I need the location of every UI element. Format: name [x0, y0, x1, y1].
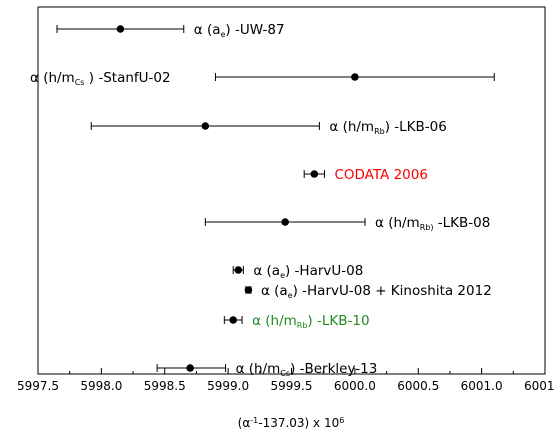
point-label-subscript: Cs: [75, 78, 85, 87]
point-label-text: -LKB-08: [433, 215, 490, 231]
plot-marks: α (ae) -UW-87α (h/mCs ) -StanfU-02α (h/m…: [30, 22, 495, 378]
data-point: [116, 25, 125, 33]
x-tick-label: 5997.5: [17, 379, 59, 393]
data-point: [310, 170, 319, 178]
data-point: [186, 364, 194, 372]
point-label-subscript: Rb: [374, 127, 385, 136]
x-axis-label-superscript: 6: [339, 416, 344, 425]
x-tick-label: 6001.5: [524, 379, 555, 393]
x-axis-label-text: -137.03) x 10: [258, 416, 339, 430]
data-point: [281, 218, 289, 226]
point-label-text: ) -UW-87: [225, 22, 284, 38]
data-point: [234, 266, 243, 274]
x-axis-label-text: (α: [238, 416, 251, 430]
point-label-subscript: e: [288, 291, 293, 300]
point-label-text: α (h/m: [252, 313, 297, 329]
point-label-text: α (h/m: [236, 361, 281, 377]
point-label: α (ae) -HarvU-08 + Kinoshita 2012: [261, 283, 492, 300]
point-label-text: α (h/m: [30, 70, 75, 86]
point-label-text: ) -LKB-10: [307, 313, 369, 329]
point-label-text: ) -LKB-06: [385, 119, 447, 135]
data-point: [351, 73, 359, 81]
point-label-text: α (h/m: [375, 215, 420, 231]
x-axis-label-superscript: -1: [250, 416, 258, 425]
point-label: α (h/mRb) -LKB-10: [252, 313, 369, 330]
x-tick-label: 5999.0: [207, 379, 249, 393]
point-label: α (h/mRb) -LKB-06: [329, 119, 446, 136]
point-label-subscript: e: [280, 271, 285, 280]
point-label-text: ) -HarvU-08 + Kinoshita 2012: [293, 283, 492, 299]
point-label-text: α (a: [261, 283, 288, 299]
point-label-text: ) -StanfU-02: [84, 70, 170, 86]
point-label-subscript: e: [220, 30, 225, 39]
x-tick-label: 6001.0: [461, 379, 503, 393]
point-label-text: α (a: [194, 22, 221, 38]
point-label: α (ae) -UW-87: [194, 22, 285, 39]
point-label: α (h/mCs) -Berkley-13: [236, 361, 378, 378]
point-label-text: α (h/m: [329, 119, 374, 135]
point-label: α (h/mCs ) -StanfU-02: [30, 70, 171, 87]
data-point: [229, 316, 237, 324]
data-point: [201, 122, 210, 130]
point-label-subscript: Cs: [280, 369, 290, 378]
data-point: [244, 286, 253, 294]
x-tick-label: 6000.0: [334, 379, 376, 393]
x-tick-label: 5999.5: [271, 379, 313, 393]
point-label-text: CODATA 2006: [334, 167, 427, 183]
x-tick-label: 5998.0: [80, 379, 122, 393]
x-axis-label: (α-1-137.03) x 106: [238, 416, 345, 431]
point-label-subscript: Rb: [297, 321, 308, 330]
x-tick-label: 5998.5: [144, 379, 186, 393]
point-label-text: α (a: [253, 263, 280, 279]
x-tick-label: 6000.5: [397, 379, 439, 393]
point-label-text: ) -HarvU-08: [285, 263, 363, 279]
point-label-text: ) -Berkley-13: [290, 361, 377, 377]
point-label-subscript: Rb): [420, 223, 434, 232]
point-label: CODATA 2006: [334, 167, 427, 183]
point-label: α (h/mRb) -LKB-08: [375, 215, 490, 232]
point-label: α (ae) -HarvU-08: [253, 263, 363, 280]
x-axis: 5997.5 5998.0 5998.5 5999.0 5999.5 6000.0 6000…: [17, 368, 555, 393]
